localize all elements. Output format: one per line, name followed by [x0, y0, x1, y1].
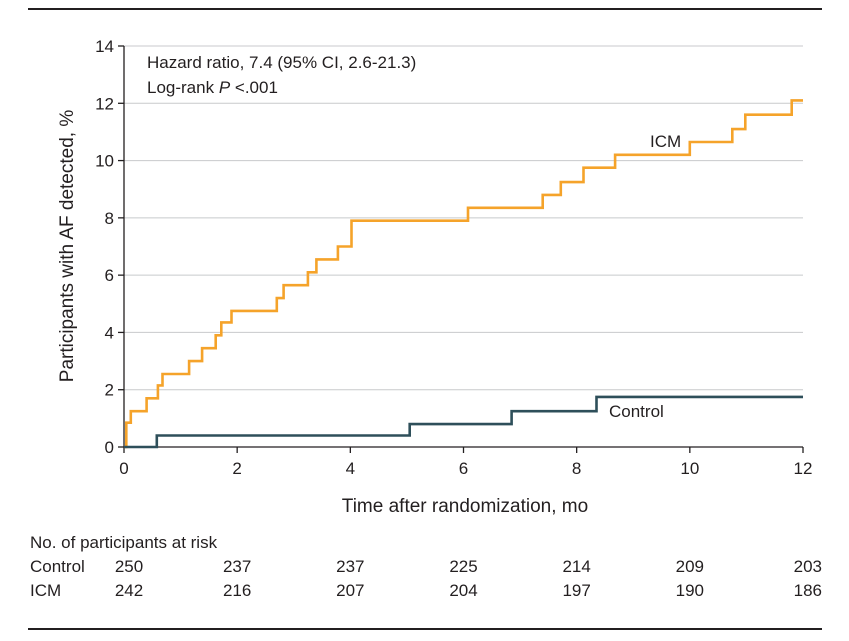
series-label-control: Control: [609, 402, 664, 421]
x-tick-label-10: 10: [680, 459, 699, 478]
risk-value-icm-0: 242: [114, 581, 144, 600]
y-tick-label-12: 12: [95, 94, 114, 113]
y-tick-label-6: 6: [105, 266, 114, 285]
survival-curves: [124, 99, 803, 449]
y-tick-label-8: 8: [105, 209, 114, 228]
risk-value-control-10: 209: [675, 557, 705, 576]
risk-value-control-2: 237: [222, 557, 252, 576]
risk-value-control-12: 203: [793, 557, 822, 576]
gridlines: [124, 45, 803, 391]
x-tick-labels: 0 2 4 6 8 10 12: [119, 459, 812, 478]
y-tick-label-10: 10: [95, 152, 114, 171]
risk-value-control-4: 237: [336, 557, 365, 576]
risk-table-title: No. of participants at risk: [30, 533, 218, 552]
risk-value-control-8: 214: [562, 557, 591, 576]
y-tick-label-14: 14: [95, 37, 114, 56]
risk-value-control-6: 225: [449, 557, 478, 576]
risk-value-icm-8: 197: [562, 581, 591, 600]
risk-value-icm-12: 186: [793, 581, 822, 600]
axes: [118, 45, 804, 453]
km-chart: 0 2 4 6 8 10 12 14 0 2 4 6 8 10 12 Participants with …: [57, 37, 812, 517]
risk-value-icm-2: 216: [222, 581, 252, 600]
risk-row-label-icm: ICM: [30, 581, 62, 600]
series-line-icm: [124, 99, 803, 449]
y-tick-labels: 0 2 4 6 8 10 12 14: [95, 37, 114, 457]
risk-value-icm-10: 190: [675, 581, 705, 600]
logrank-annotation: Log-rank P <.001: [147, 78, 278, 97]
series-label-icm: ICM: [650, 132, 681, 151]
series-line-control: [124, 395, 803, 449]
y-tick-label-2: 2: [105, 381, 114, 400]
y-tick-label-0: 0: [105, 438, 114, 457]
top-rule: [28, 8, 822, 10]
x-tick-label-2: 2: [232, 459, 241, 478]
risk-value-icm-6: 204: [449, 581, 478, 600]
y-axis-label: Participants with AF detected, %: [57, 110, 78, 383]
x-axis-label: Time after randomization, mo: [342, 496, 588, 517]
x-tick-label-4: 4: [346, 459, 355, 478]
risk-value-icm-4: 207: [336, 581, 365, 600]
x-tick-label-12: 12: [794, 459, 813, 478]
risk-row-label-control: Control: [30, 557, 85, 576]
x-tick-label-0: 0: [119, 459, 128, 478]
y-tick-label-4: 4: [105, 323, 114, 342]
x-tick-label-6: 6: [459, 459, 468, 478]
risk-value-control-0: 250: [114, 557, 144, 576]
hazard-ratio-annotation: Hazard ratio, 7.4 (95% CI, 2.6-21.3): [147, 53, 416, 72]
x-tick-label-8: 8: [572, 459, 581, 478]
bottom-rule: [28, 628, 822, 630]
